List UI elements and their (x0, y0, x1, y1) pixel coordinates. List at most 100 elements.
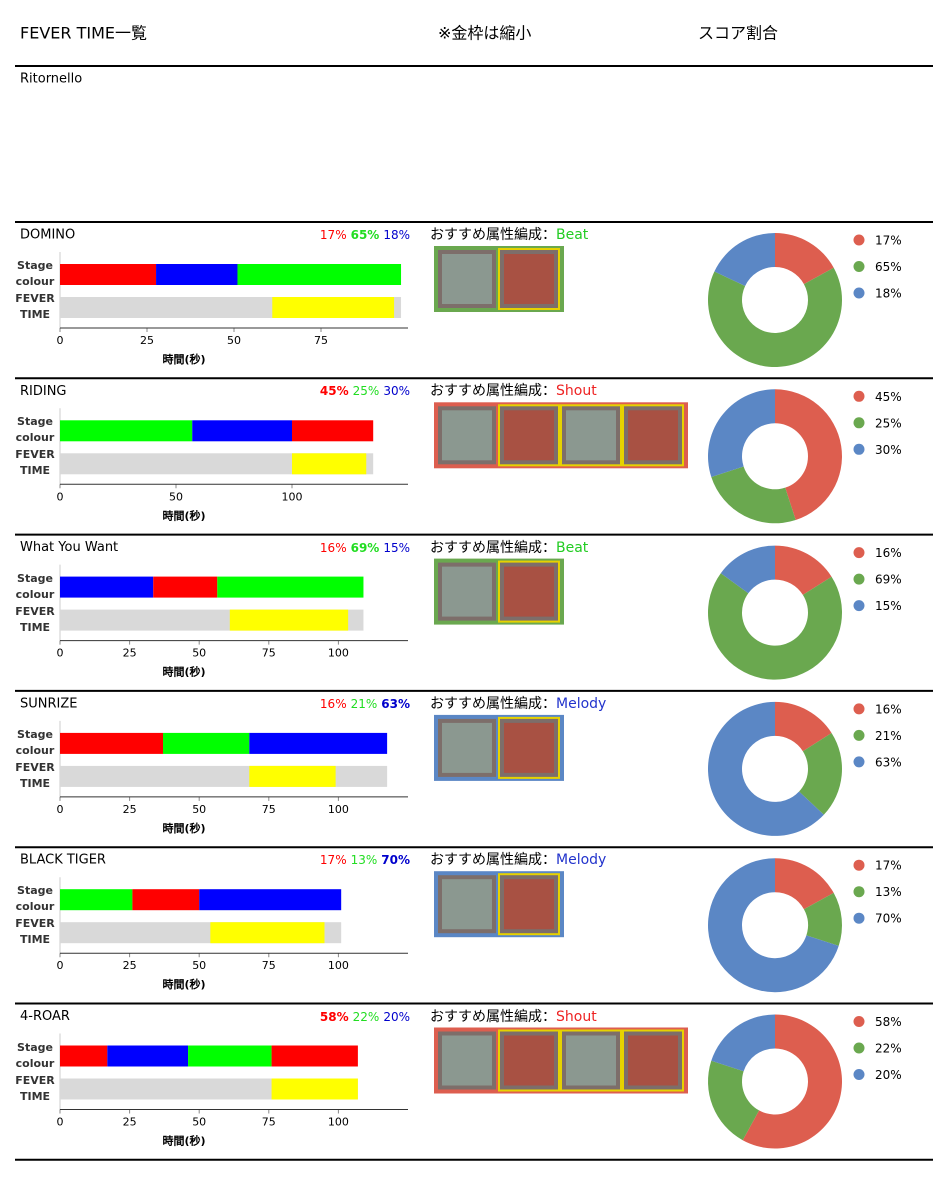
percentage: 25% (352, 384, 380, 399)
recommend: おすすめ属性編成：Shout (430, 1007, 680, 1027)
row-label-text: FEVER TIME (15, 917, 55, 947)
card-art (442, 879, 492, 930)
x-tick-label: 100 (328, 647, 349, 660)
percentages: 17% 65% 18% (250, 226, 410, 244)
donut-slice (742, 1014, 843, 1149)
row-label-text: FEVER TIME (15, 604, 55, 634)
stage-segment (107, 1045, 189, 1067)
x-tick-label: 0 (57, 1116, 64, 1129)
row-label-text: FEVER TIME (15, 448, 55, 478)
percentages-box: 16% 21% 63% (250, 695, 410, 713)
legend-swatch (853, 756, 865, 768)
stage-segment (156, 264, 238, 285)
row-label-text: FEVER TIME (15, 292, 55, 321)
legend-label: 45% (875, 390, 902, 404)
row-label-box: Stage colour (12, 883, 58, 915)
card-art (442, 410, 492, 461)
row-label: Stage colour (12, 883, 58, 915)
stage-segment (249, 732, 388, 754)
recommend-label: おすすめ属性編成： (430, 852, 556, 869)
fever-segment (249, 765, 336, 787)
percentages: 16% 21% 63% (250, 695, 410, 713)
x-tick-label: 100 (328, 803, 349, 816)
fever-segment (229, 609, 349, 631)
legend-label: 25% (875, 416, 902, 430)
card-art (566, 1035, 616, 1086)
legend-swatch (853, 573, 865, 585)
x-tick-label: 75 (262, 959, 276, 972)
row-label-text: Stage colour (15, 259, 55, 288)
percentages: 17% 13% 70% (250, 851, 410, 869)
x-axis-label: 時間(秒) (162, 352, 205, 366)
percentage: 20% (383, 1009, 410, 1024)
legend-swatch (853, 600, 865, 612)
legend-label: 65% (875, 260, 902, 274)
donut-slice (775, 545, 832, 595)
row-label-text: Stage colour (15, 884, 55, 914)
donut-slice (775, 858, 834, 910)
donut-slice (799, 733, 842, 815)
row-label: FEVER TIME (12, 760, 58, 792)
x-tick-label: 50 (192, 803, 206, 816)
legend-label: 13% (875, 885, 902, 899)
x-tick-label: 50 (192, 959, 206, 972)
x-axis-label: 時間(秒) (162, 1134, 205, 1148)
x-axis-label: 時間(秒) (162, 821, 205, 835)
row-label: FEVER TIME (12, 604, 58, 636)
percentage: 63% (381, 696, 410, 711)
legend-label: 30% (875, 443, 902, 457)
donut-slice (711, 466, 796, 524)
recommend: おすすめ属性編成：Melody (430, 694, 680, 714)
legend-swatch (853, 417, 865, 429)
stage-segment (60, 576, 154, 598)
row-label-box: Stage colour (16, 415, 55, 444)
legend-label: 21% (875, 729, 902, 743)
card-art (504, 410, 554, 461)
recommend-box: おすすめ属性編成：Melody (430, 694, 680, 714)
stage-segment (192, 420, 292, 442)
row-label-box: FEVER TIME (15, 292, 55, 321)
row-label-text: FEVER TIME (15, 1073, 55, 1103)
recommend: おすすめ属性編成：Shout (430, 381, 680, 401)
donut-slice (775, 233, 834, 285)
recommend-label: おすすめ属性編成： (430, 227, 556, 243)
stage-segment (153, 576, 218, 598)
row-label-box: FEVER TIME (15, 917, 55, 947)
legend-label: 18% (875, 287, 902, 301)
attribute: Melody (556, 852, 607, 869)
recommend-box: おすすめ属性編成：Melody (430, 852, 607, 869)
stage-segment (188, 1045, 272, 1067)
percentages-box: 58% 22% 20% (320, 1009, 410, 1024)
card-art (442, 722, 492, 773)
x-tick-label: 0 (57, 803, 64, 816)
donut-slice (711, 1014, 775, 1072)
stage-segment (60, 264, 157, 285)
x-tick-label: 25 (123, 647, 137, 660)
percentage: 13% (350, 853, 378, 868)
x-tick-label: 100 (328, 959, 349, 972)
percentage: 45% (319, 384, 349, 399)
x-tick-label: 75 (314, 334, 328, 347)
row-label-box: Stage colour (16, 572, 55, 601)
legend-label: 58% (875, 1015, 902, 1029)
percentages-box: 45% 25% 30% (319, 384, 410, 399)
row-label: Stage colour (12, 258, 58, 290)
percentages-box: 16% 69% 15% (320, 541, 410, 555)
legend-swatch (853, 703, 865, 715)
row-label: Stage colour (12, 1040, 58, 1072)
fever-segment (271, 1078, 358, 1100)
x-tick-label: 25 (123, 1116, 137, 1129)
donut-slice (708, 573, 843, 680)
attribute: Shout (556, 1008, 597, 1025)
row-label-box: Stage colour (12, 1040, 58, 1072)
card-art (442, 254, 492, 304)
legend-swatch (853, 261, 865, 272)
recommend-label: おすすめ属性編成： (430, 383, 556, 400)
legend-label: 16% (875, 546, 902, 560)
card-art (628, 410, 678, 461)
row-label-text: FEVER TIME (15, 760, 55, 790)
card-art (628, 1035, 678, 1086)
card-art (504, 879, 554, 930)
percentage: 30% (383, 384, 410, 399)
